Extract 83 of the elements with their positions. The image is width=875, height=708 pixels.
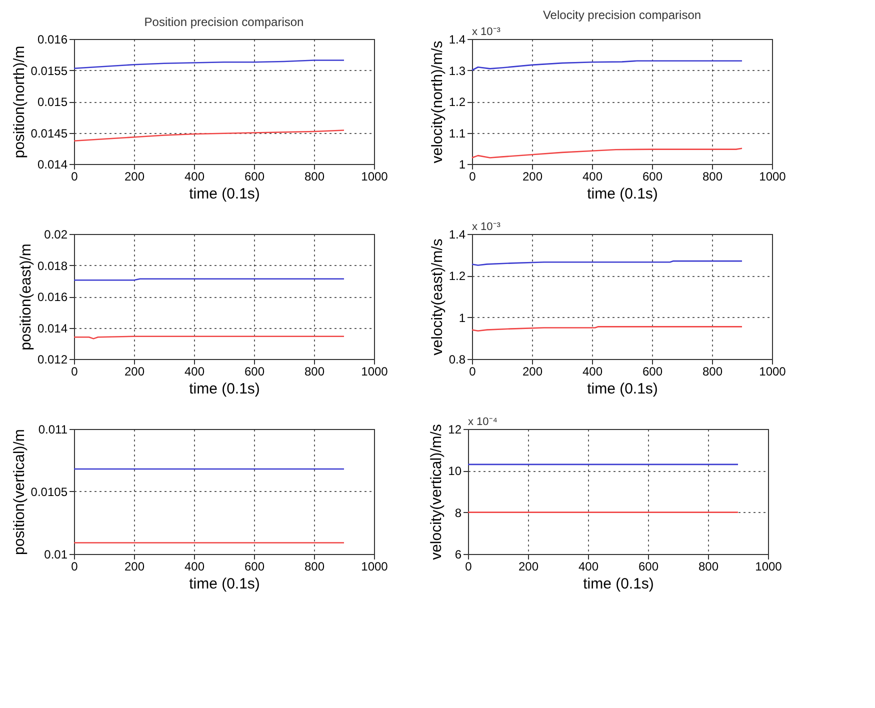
x-tick-label: 800 xyxy=(702,170,723,184)
x-tick-label: 0 xyxy=(71,170,78,184)
x-tick-label: 200 xyxy=(522,170,543,184)
x-axis-title: time (0.1s) xyxy=(587,380,658,398)
x-tick-label: 1000 xyxy=(759,364,786,378)
x-tick-label: 0 xyxy=(71,560,78,574)
y-axis-title: position(east)/m xyxy=(17,244,34,350)
y-axis-title: velocity(east)/m/s xyxy=(428,238,446,356)
y-axis-title: position(vertical)/m xyxy=(10,429,28,555)
x-axis-title: time (0.1s) xyxy=(587,186,658,202)
y-tick-label: 1.1 xyxy=(448,126,466,140)
chart-title: Position precision comparison xyxy=(144,15,304,29)
x-tick-label: 800 xyxy=(702,364,723,378)
x-tick-label: 200 xyxy=(124,560,145,574)
x-tick-label: 600 xyxy=(642,170,663,184)
y-tick-label: 8 xyxy=(454,506,462,520)
y-tick-label: 0.015 xyxy=(37,95,68,109)
y-tick-label: 0.8 xyxy=(448,352,466,366)
x-tick-label: 200 xyxy=(522,364,543,378)
y-tick-label: 1 xyxy=(458,158,466,172)
x-axis-title: time (0.1s) xyxy=(189,186,260,202)
x-tick-label: 0 xyxy=(469,170,476,184)
x-tick-label: 600 xyxy=(642,364,663,378)
x-tick-label: 600 xyxy=(638,560,659,574)
x-axis-title: time (0.1s) xyxy=(189,380,260,398)
y-tick-label: 0.016 xyxy=(37,290,68,304)
y-tick-label: 0.014 xyxy=(37,158,68,172)
x-tick-label: 200 xyxy=(518,560,539,574)
x-tick-label: 1000 xyxy=(759,170,786,184)
x-tick-label: 400 xyxy=(184,170,205,184)
y-axis-title: position(north)/m xyxy=(10,46,28,158)
y-tick-label: 1.3 xyxy=(448,64,466,78)
y-tick-label: 1.4 xyxy=(448,228,466,242)
x-tick-label: 200 xyxy=(124,364,145,378)
y-tick-label: 6 xyxy=(454,548,462,562)
x-tick-label: 800 xyxy=(304,170,325,184)
y-axis-title: velocity(north)/m/s xyxy=(428,40,446,164)
y-tick-label: 1.2 xyxy=(448,95,466,109)
x-tick-label: 600 xyxy=(244,170,265,184)
x-tick-label: 400 xyxy=(184,364,205,378)
x-tick-label: 200 xyxy=(124,170,145,184)
y-tick-label: 10 xyxy=(448,464,462,478)
x-tick-label: 400 xyxy=(582,170,603,184)
y-axis-title: velocity(vertical)/m/s xyxy=(428,424,446,560)
x-tick-label: 0 xyxy=(465,560,472,574)
line-series xyxy=(471,60,743,71)
x-tick-label: 800 xyxy=(304,364,325,378)
x-tick-label: 400 xyxy=(582,364,603,378)
y-tick-label: 0.011 xyxy=(38,422,68,436)
x-tick-label: 600 xyxy=(244,560,265,574)
line-series xyxy=(471,148,743,158)
line-series xyxy=(73,60,345,70)
text: x 10⁻⁴ xyxy=(468,416,498,428)
x-tick-label: 400 xyxy=(184,560,205,574)
y-tick-label: 1.4 xyxy=(448,32,466,46)
x-tick-label: 1000 xyxy=(361,560,388,574)
x-tick-label: 1000 xyxy=(361,364,388,378)
chart-title: Velocity precision comparison xyxy=(542,8,702,22)
line-series xyxy=(73,130,345,142)
y-tick-label: 0.0155 xyxy=(30,64,68,78)
x-tick-label: 400 xyxy=(578,560,599,574)
y-tick-label: 1.2 xyxy=(448,269,466,284)
text: x 10⁻³ xyxy=(472,26,501,38)
y-tick-label: 1 xyxy=(458,310,466,325)
y-tick-label: 0.02 xyxy=(44,228,68,242)
x-tick-label: 800 xyxy=(698,560,719,574)
x-axis-title: time (0.1s) xyxy=(583,576,654,592)
x-tick-label: 600 xyxy=(244,364,265,378)
y-tick-label: 0.0105 xyxy=(30,485,68,499)
y-tick-label: 0.012 xyxy=(37,352,68,366)
y-tick-label: 0.0145 xyxy=(30,126,68,140)
text: x 10⁻³ xyxy=(472,221,501,233)
x-tick-label: 800 xyxy=(304,560,325,574)
y-tick-label: 12 xyxy=(448,422,462,436)
x-tick-label: 1000 xyxy=(755,560,782,574)
x-axis-title: time (0.1s) xyxy=(189,576,260,592)
y-tick-label: 0.018 xyxy=(37,258,68,273)
x-tick-label: 1000 xyxy=(361,170,388,184)
y-tick-label: 0.016 xyxy=(37,32,68,46)
y-tick-label: 0.014 xyxy=(37,321,68,336)
y-tick-label: 0.01 xyxy=(44,548,68,562)
x-tick-label: 0 xyxy=(469,364,476,378)
x-tick-label: 0 xyxy=(71,364,78,378)
